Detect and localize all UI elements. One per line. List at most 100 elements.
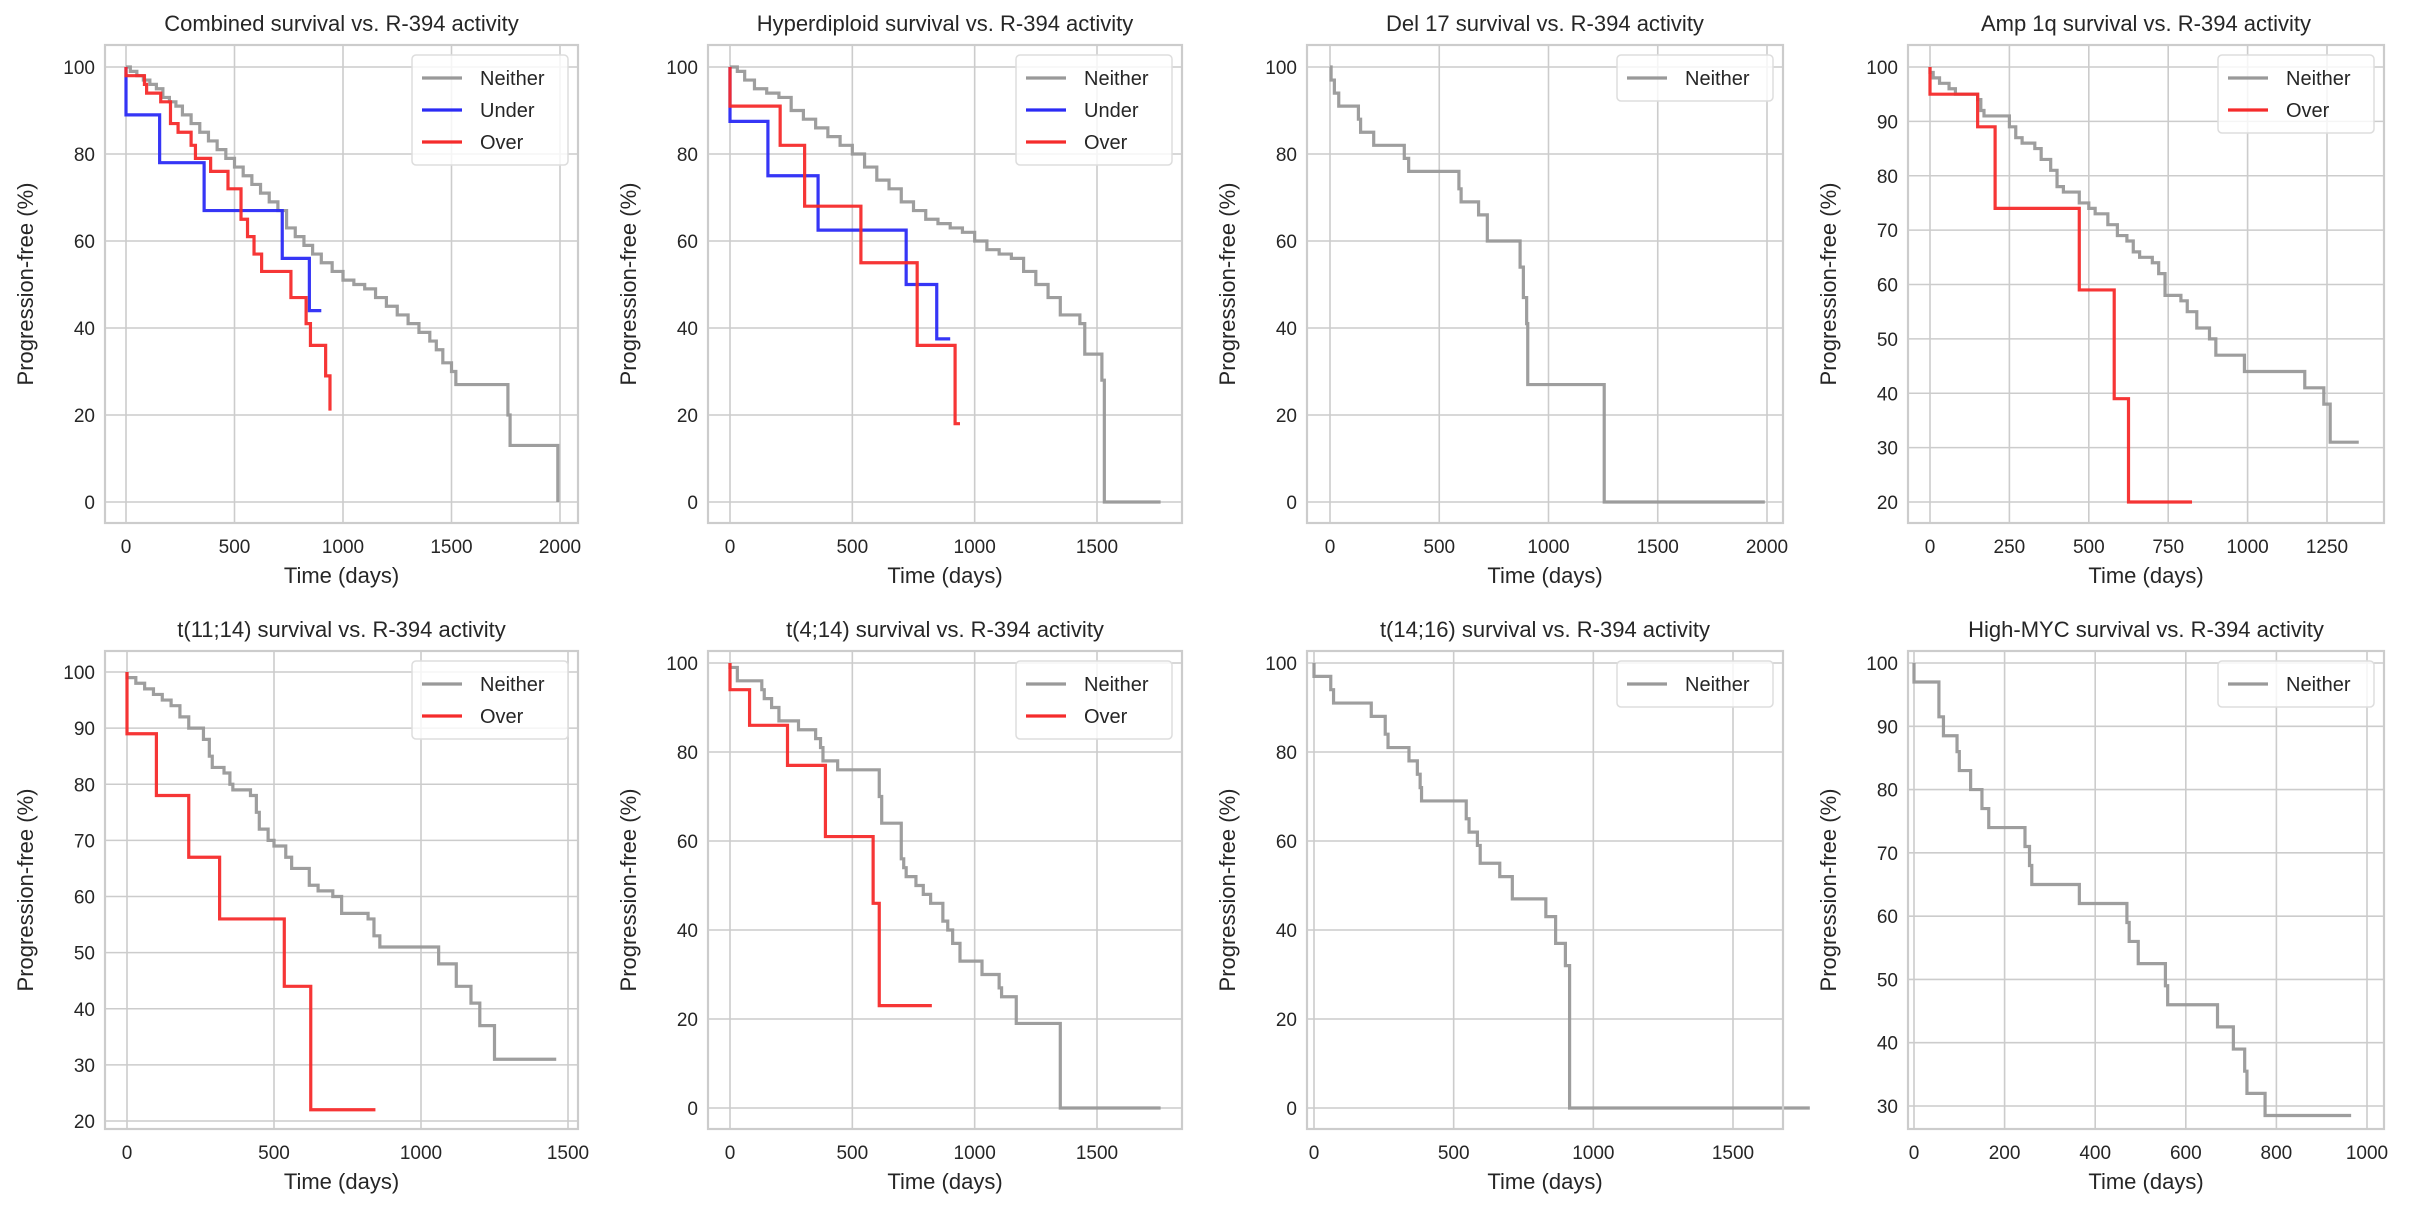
legend-label: Under xyxy=(480,100,535,122)
legend-box xyxy=(1616,54,1774,102)
y-tick-label: 30 xyxy=(1877,439,1898,460)
y-tick-label: 60 xyxy=(1877,907,1898,928)
x-tick-label: 1500 xyxy=(1076,537,1118,558)
panel-title: t(11;14) survival vs. R-394 activity xyxy=(177,617,505,642)
y-tick-label: 40 xyxy=(1276,921,1297,942)
x-tick-label: 1000 xyxy=(322,537,364,558)
x-tick-label: 500 xyxy=(219,537,251,558)
y-tick-label: 80 xyxy=(677,743,698,764)
series-line-under xyxy=(124,67,322,313)
y-tick-label: 80 xyxy=(1877,781,1898,802)
y-axis-label: Progression-free (%) xyxy=(1215,183,1240,386)
x-tick-label: 1000 xyxy=(2346,1143,2388,1164)
x-tick-label: 1500 xyxy=(1712,1143,1754,1164)
y-tick-label: 0 xyxy=(687,1099,698,1120)
x-tick-label: 500 xyxy=(1438,1143,1470,1164)
series-line-neither xyxy=(1329,65,1765,504)
legend-box xyxy=(411,54,569,166)
x-axis-label: Time (days) xyxy=(2088,1169,2203,1194)
x-tick-label: 200 xyxy=(1989,1143,2021,1164)
y-tick-label: 0 xyxy=(1286,493,1297,514)
y-tick-label: 100 xyxy=(666,58,698,79)
legend-label: Neither xyxy=(1084,674,1149,696)
panel-title: t(4;14) survival vs. R-394 activity xyxy=(786,617,1104,642)
legend-box xyxy=(2217,54,2375,134)
legend-label: Over xyxy=(480,706,524,728)
x-axis-label: Time (days) xyxy=(887,1169,1002,1194)
x-axis-label: Time (days) xyxy=(887,563,1002,588)
panel-hyperdiploid: Time (days) Progression-free (%) 0 500 100… xyxy=(616,11,1184,588)
series-line-neither xyxy=(728,663,1161,1110)
plot-area xyxy=(706,43,1184,525)
legend-label: Over xyxy=(1084,706,1128,728)
x-tick-label: 0 xyxy=(122,1143,133,1164)
legend-label: Over xyxy=(1084,132,1128,154)
y-tick-label: 50 xyxy=(1877,330,1898,351)
y-axis-label: Progression-free (%) xyxy=(1816,789,1841,992)
y-tick-label: 60 xyxy=(74,888,95,909)
legend-box xyxy=(1015,54,1173,166)
x-tick-label: 1000 xyxy=(1572,1143,1614,1164)
y-axis-label: Progression-free (%) xyxy=(616,183,641,386)
legend-item-neither: Neither xyxy=(1627,68,1750,90)
series-line-over xyxy=(1928,67,2193,504)
series-line-over xyxy=(728,663,932,1008)
x-tick-label: 0 xyxy=(1925,537,1936,558)
x-tick-label: 1000 xyxy=(954,1143,996,1164)
x-tick-label: 0 xyxy=(725,1143,736,1164)
legend: Neither Over xyxy=(2217,54,2375,134)
y-tick-label: 70 xyxy=(1877,844,1898,865)
legend-item-neither: Neither xyxy=(2228,68,2351,90)
legend: Neither Over xyxy=(1015,660,1173,740)
panel-t14-16: Time (days) Progression-free (%) 0 500 100… xyxy=(1215,617,1810,1194)
axes-frame xyxy=(103,43,580,525)
y-tick-label: 90 xyxy=(1877,112,1898,133)
x-tick-label: 500 xyxy=(2073,537,2105,558)
y-axis-label: Progression-free (%) xyxy=(13,183,38,386)
legend: Neither Under Over xyxy=(411,54,569,166)
x-tick-label: 2000 xyxy=(1746,537,1788,558)
x-axis-label: Time (days) xyxy=(1487,563,1602,588)
y-tick-label: 20 xyxy=(74,1112,95,1133)
y-tick-label: 80 xyxy=(1276,145,1297,166)
legend-item-neither: Neither xyxy=(2228,674,2351,696)
y-tick-label: 60 xyxy=(1276,232,1297,253)
axes-frame xyxy=(706,649,1184,1131)
series-line-neither xyxy=(1912,663,2352,1118)
y-tick-label: 30 xyxy=(74,1056,95,1077)
axes-frame xyxy=(1305,43,1785,525)
panel-t4-14: Time (days) Progression-free (%) 0 500 100… xyxy=(616,617,1184,1194)
y-axis-label: Progression-free (%) xyxy=(616,789,641,992)
legend-item-under: Under xyxy=(1026,100,1139,122)
axes-frame xyxy=(1906,43,2386,525)
axes-frame xyxy=(1906,649,2386,1131)
legend-label: Under xyxy=(1084,100,1139,122)
y-tick-label: 60 xyxy=(677,832,698,853)
y-tick-label: 20 xyxy=(74,406,95,427)
legend-label: Over xyxy=(2286,100,2330,122)
y-tick-label: 50 xyxy=(74,944,95,965)
y-tick-label: 60 xyxy=(74,232,95,253)
y-tick-label: 100 xyxy=(1265,58,1297,79)
legend-item-over: Over xyxy=(422,132,524,154)
legend-label: Over xyxy=(480,132,524,154)
axes-frame xyxy=(1305,649,1785,1131)
y-tick-label: 20 xyxy=(1877,493,1898,514)
y-tick-label: 70 xyxy=(74,831,95,852)
y-axis-label: Progression-free (%) xyxy=(1816,183,1841,386)
x-tick-label: 1500 xyxy=(547,1143,589,1164)
x-tick-label: 800 xyxy=(2261,1143,2293,1164)
panel-title: Combined survival vs. R-394 activity xyxy=(164,11,519,36)
series-line-under xyxy=(728,67,951,341)
x-tick-label: 1000 xyxy=(954,537,996,558)
panel-del17: Time (days) Progression-free (%) 0 500 100… xyxy=(1215,11,1788,588)
legend-label: Neither xyxy=(2286,674,2351,696)
y-tick-label: 40 xyxy=(677,319,698,340)
y-tick-label: 20 xyxy=(1276,1010,1297,1031)
legend: Neither xyxy=(1616,54,1774,102)
x-tick-label: 500 xyxy=(258,1143,290,1164)
legend-label: Neither xyxy=(1685,68,1750,90)
series-line-neither xyxy=(1312,663,1810,1110)
x-tick-label: 250 xyxy=(1994,537,2026,558)
